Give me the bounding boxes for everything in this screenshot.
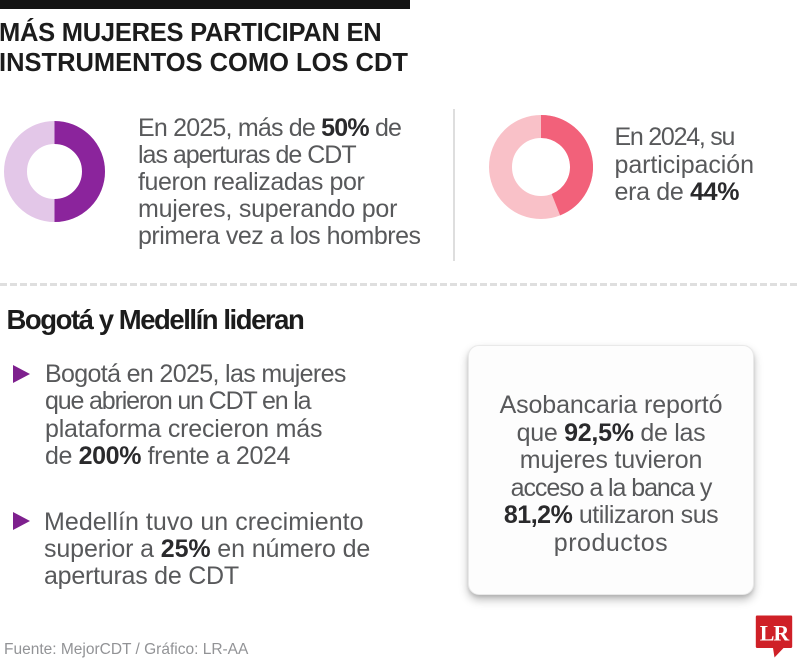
svg-text:LR: LR: [760, 620, 791, 645]
